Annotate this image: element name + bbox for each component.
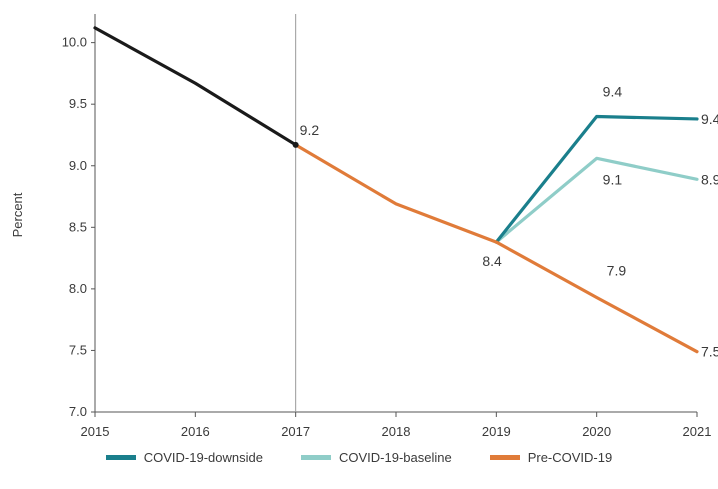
line-chart: 7.0 7.5 8.0 8.5 9.0 9.5 10.0 2015 2016 2017 2018 20… <box>10 14 718 439</box>
legend-swatch-precovid <box>489 455 520 460</box>
y-tick-label: 9.5 <box>69 96 87 111</box>
series-line-precovid <box>294 143 699 354</box>
legend-item-baseline: COVID-19-baseline <box>300 450 452 465</box>
x-tick-label: 2020 <box>582 424 611 439</box>
data-label: 7.9 <box>607 262 627 278</box>
data-label: 9.1 <box>603 171 623 187</box>
data-label: 9.4 <box>603 84 623 100</box>
y-axis-title: Percent <box>10 192 25 237</box>
y-tick-label: 9.0 <box>69 158 87 173</box>
junction-point <box>292 141 299 148</box>
legend-label-precovid: Pre-COVID-19 <box>527 450 613 465</box>
legend-label-downside: COVID-19-downside <box>143 450 263 465</box>
legend-label-baseline: COVID-19-baseline <box>338 450 452 465</box>
chart-axes: 7.0 7.5 8.0 8.5 9.0 9.5 10.0 2015 2016 2017 2018 20… <box>10 14 711 439</box>
x-tick-label: 2018 <box>382 424 411 439</box>
y-tick-label: 7.5 <box>69 342 87 357</box>
x-tick-label: 2017 <box>281 424 310 439</box>
legend-swatch-baseline <box>300 455 331 460</box>
y-tick-label: 8.5 <box>69 219 87 234</box>
data-label: 8.4 <box>482 253 502 269</box>
x-tick-label: 2016 <box>181 424 210 439</box>
legend-item-downside: COVID-19-downside <box>105 450 263 465</box>
series-line-historical <box>93 26 298 147</box>
x-tick-label: 2021 <box>683 424 712 439</box>
chart-series <box>93 26 699 354</box>
x-tick-label: 2019 <box>482 424 511 439</box>
y-tick-label: 7.0 <box>69 404 87 419</box>
series-line-downside <box>494 114 699 244</box>
data-label: 7.5 <box>701 344 718 360</box>
chart-legend: COVID-19-downside COVID-19-baseline Pre-… <box>0 450 718 465</box>
legend-item-precovid: Pre-COVID-19 <box>489 450 613 465</box>
x-tick-label: 2015 <box>81 424 110 439</box>
y-tick-label: 8.0 <box>69 281 87 296</box>
chart-data-labels: 9.2 8.4 9.4 9.1 7.9 9.4 8.9 7.5 <box>300 84 718 360</box>
y-tick-label: 10.0 <box>62 35 87 50</box>
data-label: 8.9 <box>701 171 718 187</box>
data-label: 9.2 <box>300 122 320 138</box>
series-line-baseline <box>494 156 699 244</box>
legend-swatch-downside <box>105 455 136 460</box>
data-label: 9.4 <box>701 111 718 127</box>
